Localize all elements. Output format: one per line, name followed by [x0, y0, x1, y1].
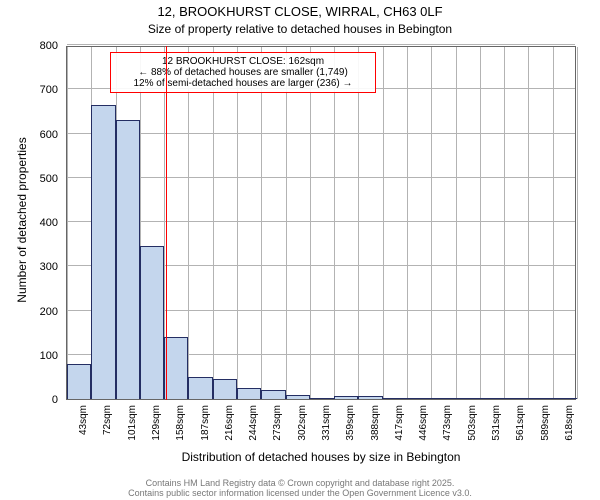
bar	[67, 364, 91, 399]
bar	[431, 398, 455, 399]
footer-line2: Contains public sector information licen…	[0, 488, 600, 498]
xtick-label: 561sqm	[515, 405, 526, 450]
bar	[456, 398, 480, 399]
chart-title-line2: Size of property relative to detached ho…	[0, 22, 600, 36]
bar	[286, 395, 310, 399]
xtick-label: 589sqm	[540, 405, 551, 450]
bar	[528, 398, 552, 399]
gridline-v	[431, 47, 432, 399]
ytick-label: 400	[0, 217, 58, 229]
ytick-label: 800	[0, 40, 58, 52]
xtick-label: 618sqm	[564, 405, 575, 450]
footer-line1: Contains HM Land Registry data © Crown c…	[0, 478, 600, 488]
xtick-label: 531sqm	[491, 405, 502, 450]
gridline-h	[67, 221, 575, 222]
bar	[213, 379, 237, 399]
bar	[504, 398, 528, 399]
gridline-h	[67, 133, 575, 134]
xtick-label: 273sqm	[272, 405, 283, 450]
bar	[164, 337, 188, 399]
ytick-label: 500	[0, 173, 58, 185]
xtick-label: 43sqm	[78, 405, 89, 450]
annotation-line3: 12% of semi-detached houses are larger (…	[117, 78, 369, 89]
marker-vline	[166, 46, 167, 400]
xtick-label: 473sqm	[442, 405, 453, 450]
annotation-line1: 12 BROOKHURST CLOSE: 162sqm	[117, 56, 369, 67]
xtick-label: 101sqm	[127, 405, 138, 450]
xtick-label: 388sqm	[370, 405, 381, 450]
gridline-v	[261, 47, 262, 399]
bar	[188, 377, 212, 399]
gridline-h	[67, 177, 575, 178]
xtick-label: 503sqm	[467, 405, 478, 450]
xtick-label: 187sqm	[200, 405, 211, 450]
gridline-v	[310, 47, 311, 399]
footer: Contains HM Land Registry data © Crown c…	[0, 478, 600, 498]
gridline-v	[358, 47, 359, 399]
ytick-label: 700	[0, 84, 58, 96]
gridline-v	[286, 47, 287, 399]
x-axis-label: Distribution of detached houses by size …	[66, 450, 576, 464]
ytick-label: 0	[0, 394, 58, 406]
bar	[383, 398, 407, 399]
chart-title-line1: 12, BROOKHURST CLOSE, WIRRAL, CH63 0LF	[0, 4, 600, 19]
gridline-v	[504, 47, 505, 399]
gridline-v	[383, 47, 384, 399]
bar	[334, 396, 358, 399]
bar	[261, 390, 285, 399]
gridline-v	[334, 47, 335, 399]
gridline-v	[553, 47, 554, 399]
gridline-v	[480, 47, 481, 399]
gridline-v	[213, 47, 214, 399]
xtick-label: 72sqm	[102, 405, 113, 450]
gridline-v	[188, 47, 189, 399]
gridline-v	[237, 47, 238, 399]
xtick-label: 417sqm	[394, 405, 405, 450]
gridline-v	[407, 47, 408, 399]
gridline-v	[577, 47, 578, 399]
ytick-label: 200	[0, 306, 58, 318]
bar	[553, 398, 577, 399]
gridline-v	[456, 47, 457, 399]
ytick-label: 100	[0, 350, 58, 362]
xtick-label: 129sqm	[151, 405, 162, 450]
bar	[358, 396, 382, 399]
plot-area	[66, 46, 576, 400]
xtick-label: 446sqm	[418, 405, 429, 450]
annotation-box: 12 BROOKHURST CLOSE: 162sqm ← 88% of det…	[110, 52, 376, 93]
xtick-label: 158sqm	[175, 405, 186, 450]
bar	[237, 388, 261, 399]
chart-container: 12, BROOKHURST CLOSE, WIRRAL, CH63 0LF S…	[0, 0, 600, 500]
ytick-label: 300	[0, 261, 58, 273]
bar	[310, 398, 334, 399]
gridline-v	[528, 47, 529, 399]
xtick-label: 244sqm	[248, 405, 259, 450]
xtick-label: 302sqm	[297, 405, 308, 450]
ytick-label: 600	[0, 129, 58, 141]
bar	[116, 120, 140, 399]
bar	[480, 398, 504, 399]
xtick-label: 359sqm	[345, 405, 356, 450]
annotation-line2: ← 88% of detached houses are smaller (1,…	[117, 67, 369, 78]
xtick-label: 331sqm	[321, 405, 332, 450]
bar	[91, 105, 115, 399]
gridline-v	[67, 47, 68, 399]
bar	[140, 246, 164, 399]
bar	[407, 398, 431, 399]
gridline-h	[67, 44, 575, 45]
xtick-label: 216sqm	[224, 405, 235, 450]
